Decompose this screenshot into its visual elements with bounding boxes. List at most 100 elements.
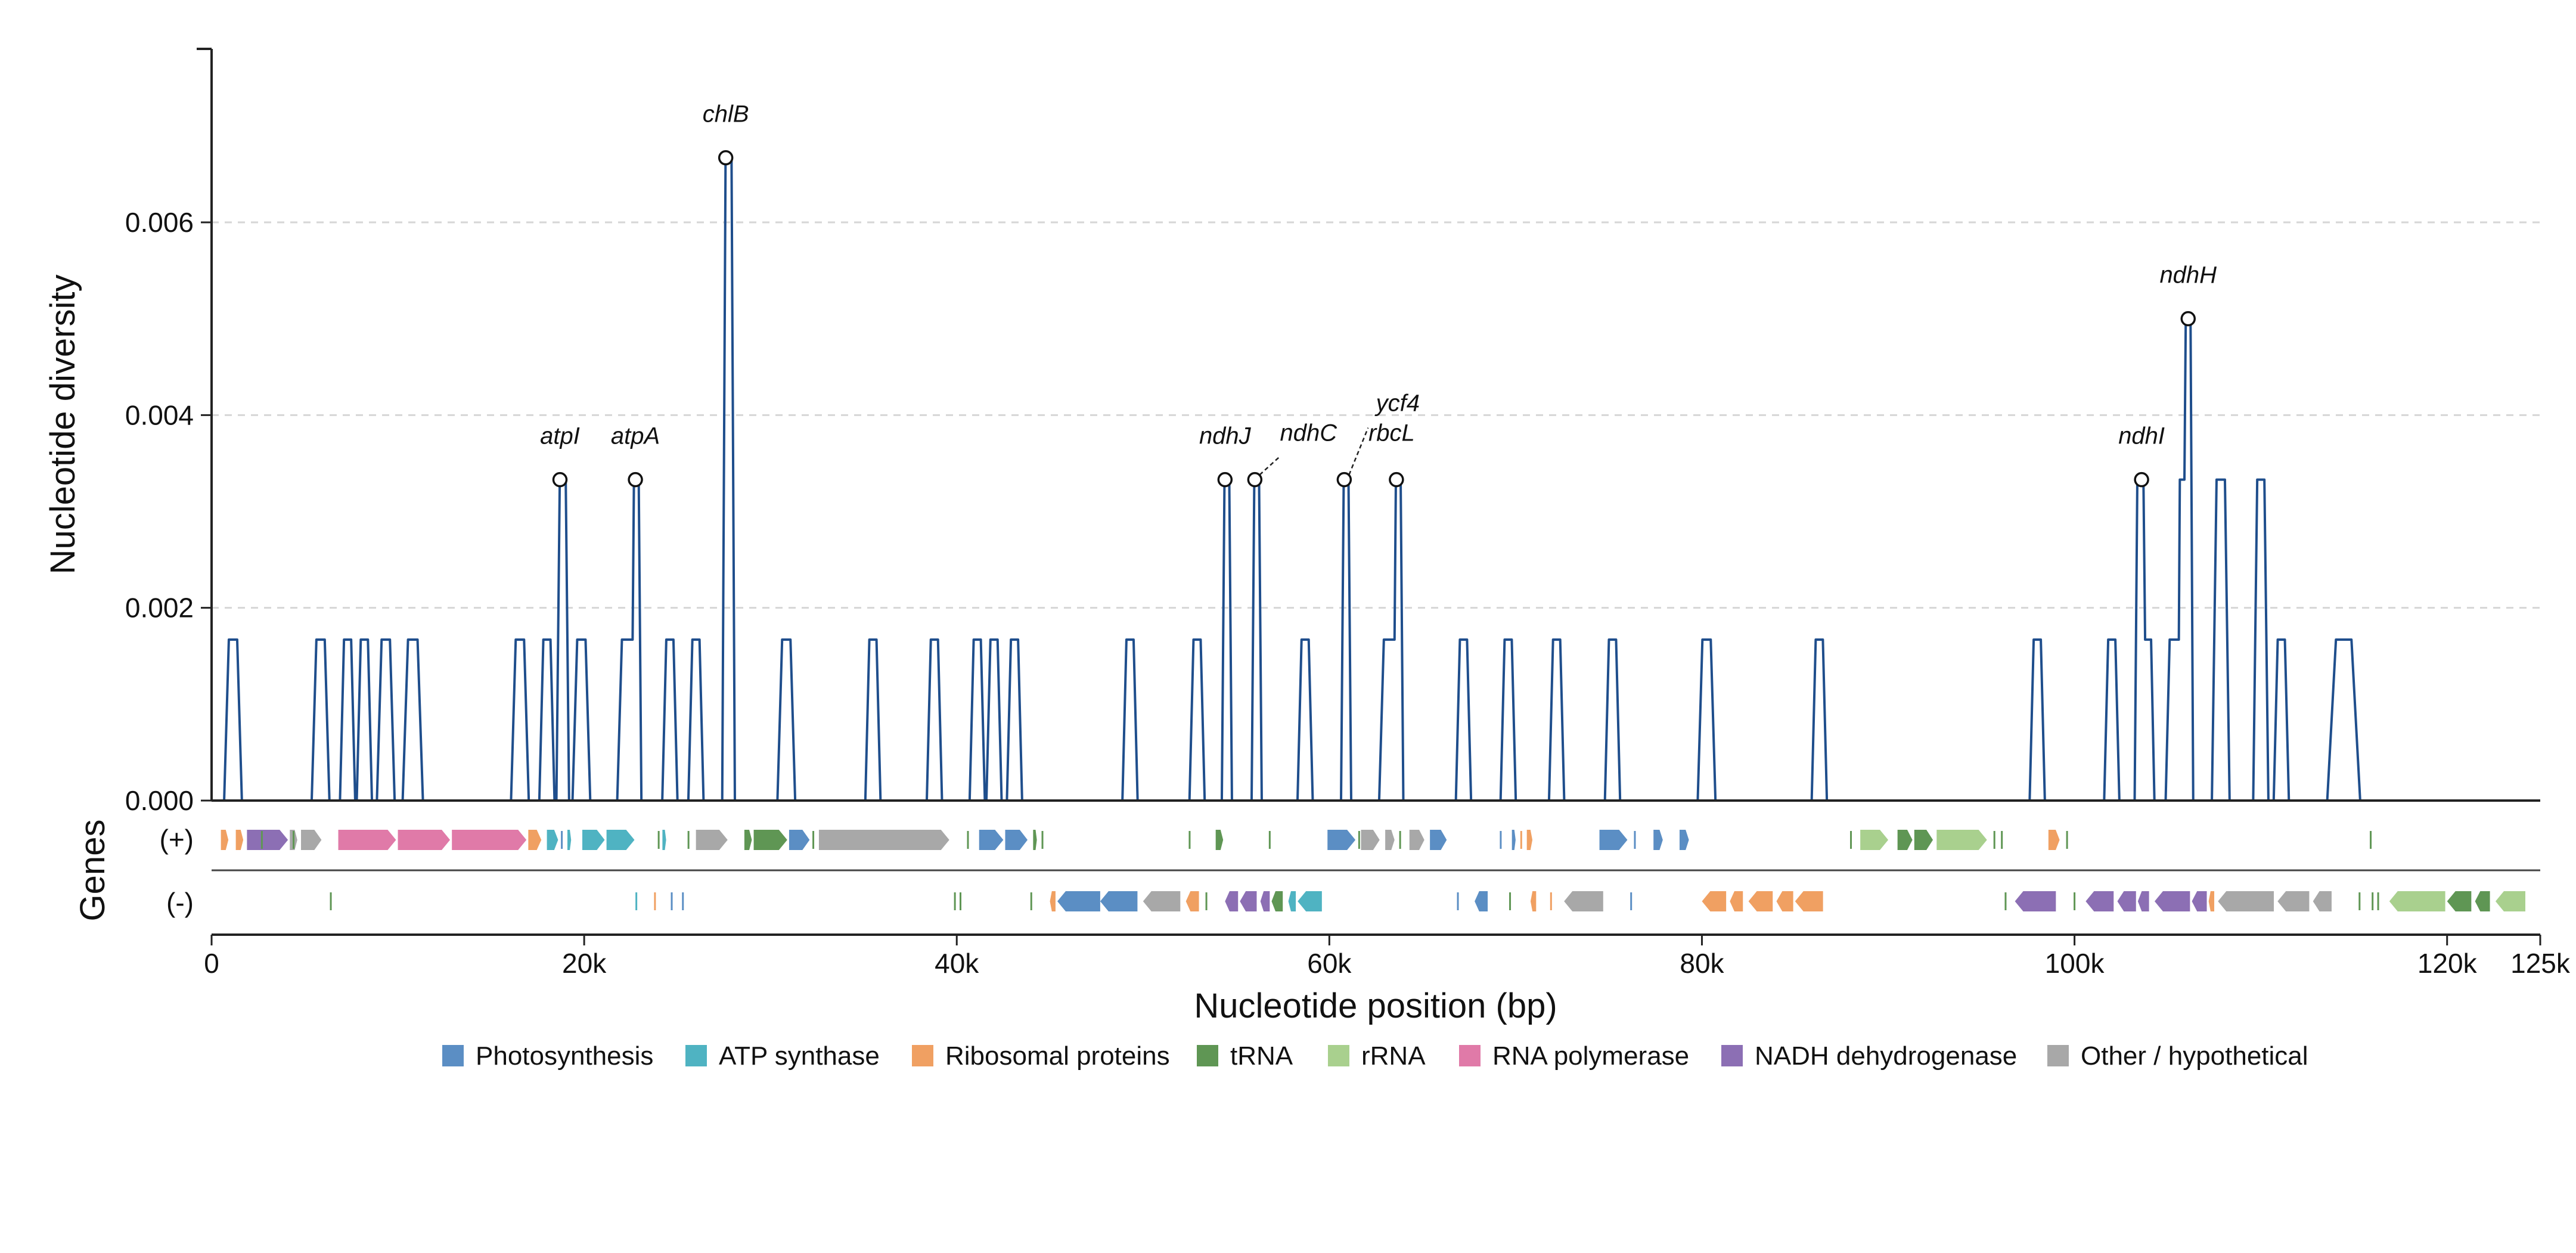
gene-minus <box>2117 891 2136 911</box>
gene-plus <box>753 830 787 850</box>
x-tick-label: 80k <box>1680 948 1724 979</box>
gene-minus <box>2015 891 2056 911</box>
gene-plus-small <box>260 831 263 849</box>
gene-plus-small <box>812 831 815 849</box>
gene-plus-small <box>1358 831 1360 849</box>
peak-marker <box>2134 472 2149 488</box>
gene-plus <box>1914 830 1933 850</box>
y-axis-title: Nucleotide diversity <box>44 275 82 575</box>
gene-plus-small <box>657 831 660 849</box>
gene-minus <box>2218 891 2274 911</box>
gene-minus <box>1050 891 1056 911</box>
y-tick-label: 0.000 <box>125 785 194 816</box>
gene-plus <box>567 830 572 850</box>
x-axis-title: Nucleotide position (bp) <box>1194 987 1557 1025</box>
legend-swatch <box>1721 1045 1743 1066</box>
peak-label-atpA: atpA <box>611 423 660 449</box>
gene-plus <box>696 830 728 850</box>
gene-minus <box>1271 891 1283 911</box>
gene-minus <box>2155 891 2190 911</box>
legend-label: RNA polymerase <box>1492 1041 1689 1071</box>
gene-minus <box>1730 891 1743 911</box>
gene-plus <box>1599 830 1628 850</box>
gene-plus-small <box>1520 831 1522 849</box>
y-tick-label: 0.006 <box>125 207 194 238</box>
gene-plus-small <box>1993 831 1995 849</box>
x-tick-label: 60k <box>1307 948 1352 979</box>
peak-label-rbcL: rbcL <box>1368 420 1415 446</box>
gene-minus <box>1225 891 1239 911</box>
peak-annotations: atpI atpA chlB ndhJ ndhC ycf4 rbcL ndhI ndhH <box>540 101 2217 488</box>
gene-minus <box>1240 891 1257 911</box>
gene-track-title: Genes <box>73 820 112 922</box>
gene-minus <box>2313 891 2332 911</box>
gene-plus <box>1512 830 1516 850</box>
legend-label: Other / hypothetical <box>2081 1041 2308 1071</box>
gene-minus <box>2447 891 2472 911</box>
strand-plus-label: (+) <box>160 824 194 855</box>
strand-minus-label: (-) <box>166 887 194 918</box>
gene-plus <box>582 830 605 850</box>
gene-plus <box>398 830 451 850</box>
gene-plus <box>979 830 1004 850</box>
gene-minus-small <box>654 892 656 910</box>
gene-minus <box>2475 891 2490 911</box>
gene-minus <box>2137 891 2149 911</box>
gene-plus-small <box>2370 831 2372 849</box>
gene-plus <box>547 830 558 850</box>
legend-swatch <box>912 1045 933 1066</box>
peak-leader-line <box>1348 427 1369 476</box>
peak-leader-line <box>1259 457 1280 476</box>
gene-plus <box>818 830 949 850</box>
gene-minus-small <box>2372 892 2374 910</box>
gene-minus-small <box>671 892 673 910</box>
gene-minus <box>1475 891 1488 911</box>
peak-marker <box>1247 472 1263 488</box>
gene-plus <box>301 830 322 850</box>
legend-swatch <box>442 1045 464 1066</box>
legend-swatch <box>2047 1045 2069 1066</box>
gene-plus-small <box>687 831 690 849</box>
gene-plus <box>1033 830 1037 850</box>
gene-plus <box>338 830 396 850</box>
axes <box>197 48 2540 936</box>
gene-plus <box>1860 830 1889 850</box>
gene-minus <box>1288 891 1296 911</box>
y-tick-label: 0.004 <box>125 399 194 430</box>
gene-minus <box>1185 891 1199 911</box>
gene-plus-small <box>967 831 969 849</box>
gene-plus-small <box>561 831 563 849</box>
gene-plus-small <box>1634 831 1636 849</box>
gene-plus-small <box>1188 831 1191 849</box>
gene-minus <box>2192 891 2207 911</box>
peak-label-atpI: atpI <box>540 423 580 449</box>
gene-minus-small <box>1550 892 1552 910</box>
gene-minus <box>1702 891 1727 911</box>
gene-minus <box>1564 891 1603 911</box>
legend-swatch <box>1459 1045 1481 1066</box>
gene-plus <box>1005 830 1028 850</box>
gene-plus <box>2048 830 2060 850</box>
gene-plus-small <box>293 831 295 849</box>
x-tick-label: 120k <box>2417 948 2478 979</box>
gene-plus <box>1409 830 1424 850</box>
gene-minus <box>2277 891 2310 911</box>
gene-plus-small <box>1399 831 1401 849</box>
gene-minus-small <box>2377 892 2379 910</box>
gene-plus <box>247 830 288 850</box>
gene-plus <box>235 830 244 850</box>
gene-minus-small <box>1457 892 1459 910</box>
gene-plus <box>1653 830 1663 850</box>
gene-minus-small <box>635 892 638 910</box>
legend-label: ATP synthase <box>719 1041 880 1071</box>
gene-minus-small <box>2358 892 2361 910</box>
gene-plus <box>1215 830 1224 850</box>
peak-label-ycf4: ycf4 <box>1374 390 1420 417</box>
gene-plus-small <box>1041 831 1044 849</box>
gene-plus <box>1679 830 1689 850</box>
legend-swatch <box>1197 1045 1218 1066</box>
gene-plus-small <box>2001 831 2003 849</box>
gene-plus <box>452 830 527 850</box>
legend-label: rRNA <box>1361 1041 1426 1071</box>
